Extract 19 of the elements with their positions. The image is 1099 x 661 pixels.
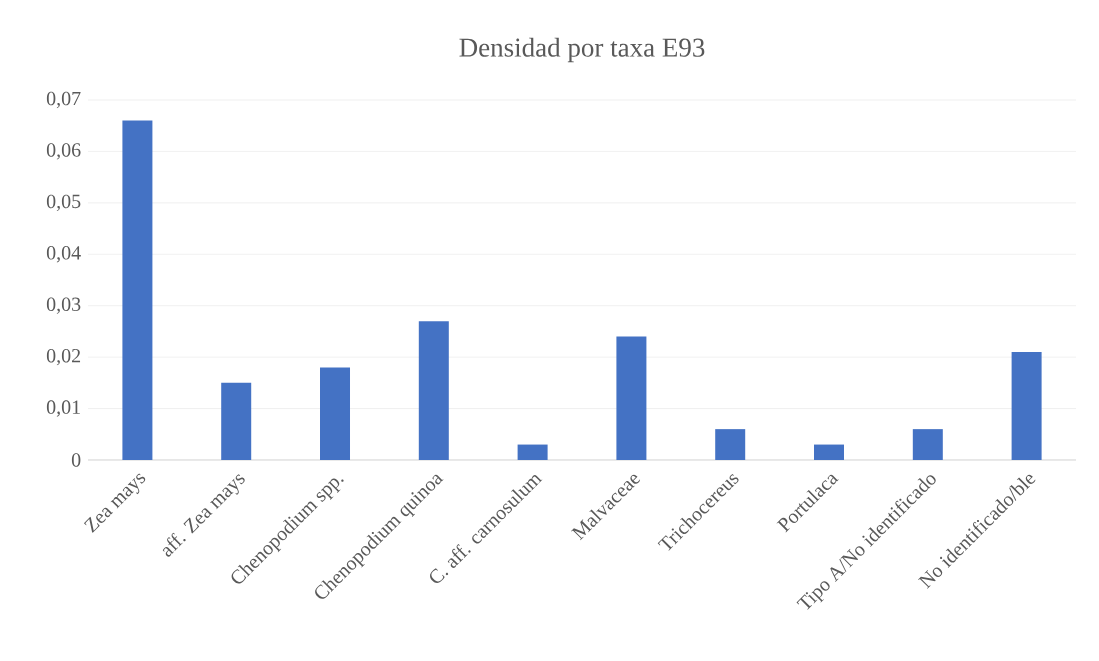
y-tick-label: 0,01 [46, 400, 80, 417]
y-tick-label: 0,02 [46, 348, 81, 366]
bar [814, 444, 845, 460]
bar [221, 382, 252, 460]
y-tick-label: 0,04 [46, 246, 81, 263]
bar [517, 444, 548, 460]
bar [122, 120, 153, 460]
chart-title: Densidad por taxa E93 [459, 37, 705, 63]
y-tick-label: 0,06 [46, 143, 81, 160]
bar [912, 429, 943, 460]
bar [616, 336, 647, 460]
y-tick-label: 0 [71, 453, 81, 467]
bar [418, 321, 449, 460]
bar [1011, 351, 1042, 460]
y-tick-label: 0,03 [46, 297, 81, 314]
bar [715, 429, 746, 460]
bar [320, 367, 351, 460]
y-tick-label: 0,05 [46, 194, 81, 212]
y-tick-label: 0,07 [46, 91, 81, 109]
